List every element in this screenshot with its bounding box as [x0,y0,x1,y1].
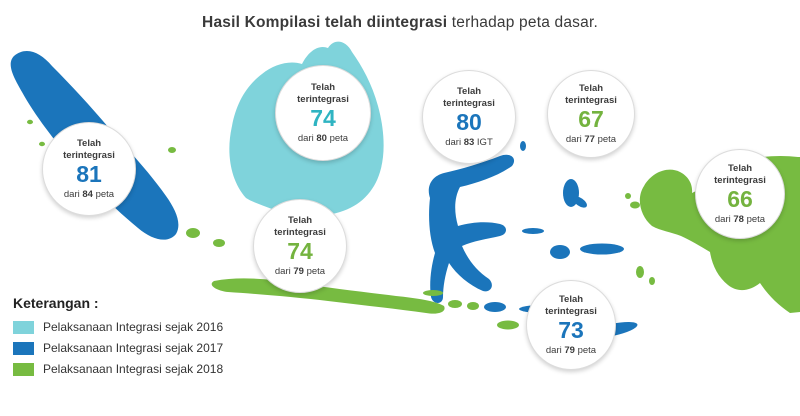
island-kei [636,266,644,278]
island-madura [423,290,443,296]
island-buru [550,245,570,259]
island-belitung [213,239,225,247]
island-lombok [467,302,479,310]
page-title-regular: terhadap peta dasar. [447,14,598,31]
badge-value: 66 [727,186,753,213]
badge-label: Telah terintegrasi [297,82,349,105]
island-bangka [186,228,200,238]
badge-subtext: dari 79 peta [274,265,326,277]
badge-subtext: dari 80 peta [297,132,349,144]
island-small [625,193,631,199]
island-small [27,119,33,125]
badge-sumatra: Telah terintegrasi 81 dari 84 peta [42,122,136,216]
badge-jawa: Telah terintegrasi 74 dari 79 peta [253,199,347,293]
island-halmahera-arm [573,196,587,208]
badge-label: Telah terintegrasi [443,86,495,109]
badge-label: Telah terintegrasi [274,215,326,238]
badge-kalimantan: Telah terintegrasi 74 dari 80 peta [275,65,371,161]
badge-nusa-tenggara: Telah terintegrasi 73 dari 79 peta [526,280,616,370]
badge-value: 74 [287,238,313,265]
badge-subtext: dari 84 peta [63,188,115,200]
legend-label: Pelaksanaan Integrasi sejak 2018 [43,362,224,376]
island-small [39,141,45,147]
island-small [168,147,176,153]
island-small [649,277,655,285]
badge-label: Telah terintegrasi [565,83,617,106]
badge-label: Telah terintegrasi [714,163,766,186]
legend-label: Pelaksanaan Integrasi sejak 2017 [43,341,224,355]
island-small [630,201,640,209]
island-seram [580,243,624,255]
page-title: Hasil Kompilasi telah diintegrasi terhad… [0,14,800,32]
badge-subtext: dari 78 peta [714,213,766,225]
legend-item-2017: Pelaksanaan Integrasi sejak 2017 [13,341,223,355]
badge-papua: Telah terintegrasi 66 dari 78 peta [695,149,785,239]
island-sulawesi [428,154,515,303]
legend-swatch-2018 [13,362,34,376]
badge-subtext: dari 79 peta [545,344,597,356]
legend: Keterangan : Pelaksanaan Integrasi sejak… [13,295,223,383]
badge-value: 73 [558,317,584,344]
legend-swatch-2017 [13,341,34,355]
badge-maluku: Telah terintegrasi 67 dari 77 peta [547,70,635,158]
badge-value: 81 [76,161,102,188]
badge-label: Telah terintegrasi [545,294,597,317]
island-sumba [497,320,519,330]
island-sula [522,228,544,234]
island-jawa [211,278,445,314]
badge-subtext: dari 83 IGT [445,136,493,148]
badge-subtext: dari 77 peta [565,133,617,145]
legend-heading: Keterangan : [13,295,99,311]
badge-value: 67 [578,106,604,133]
badge-value: 74 [310,105,336,132]
badge-label: Telah terintegrasi [63,138,115,161]
island-bali [448,300,462,308]
legend-label: Pelaksanaan Integrasi sejak 2016 [43,320,224,334]
badge-sulawesi: Telah terintegrasi 80 dari 83 IGT [422,70,516,164]
page-title-bold: Hasil Kompilasi telah diintegrasi [202,14,448,31]
legend-swatch-2016 [13,320,34,334]
legend-item-2016: Pelaksanaan Integrasi sejak 2016 [13,320,223,334]
island-small [520,141,526,151]
island-sumbawa [484,302,506,312]
badge-value: 80 [456,109,482,136]
legend-item-2018: Pelaksanaan Integrasi sejak 2018 [13,362,223,376]
